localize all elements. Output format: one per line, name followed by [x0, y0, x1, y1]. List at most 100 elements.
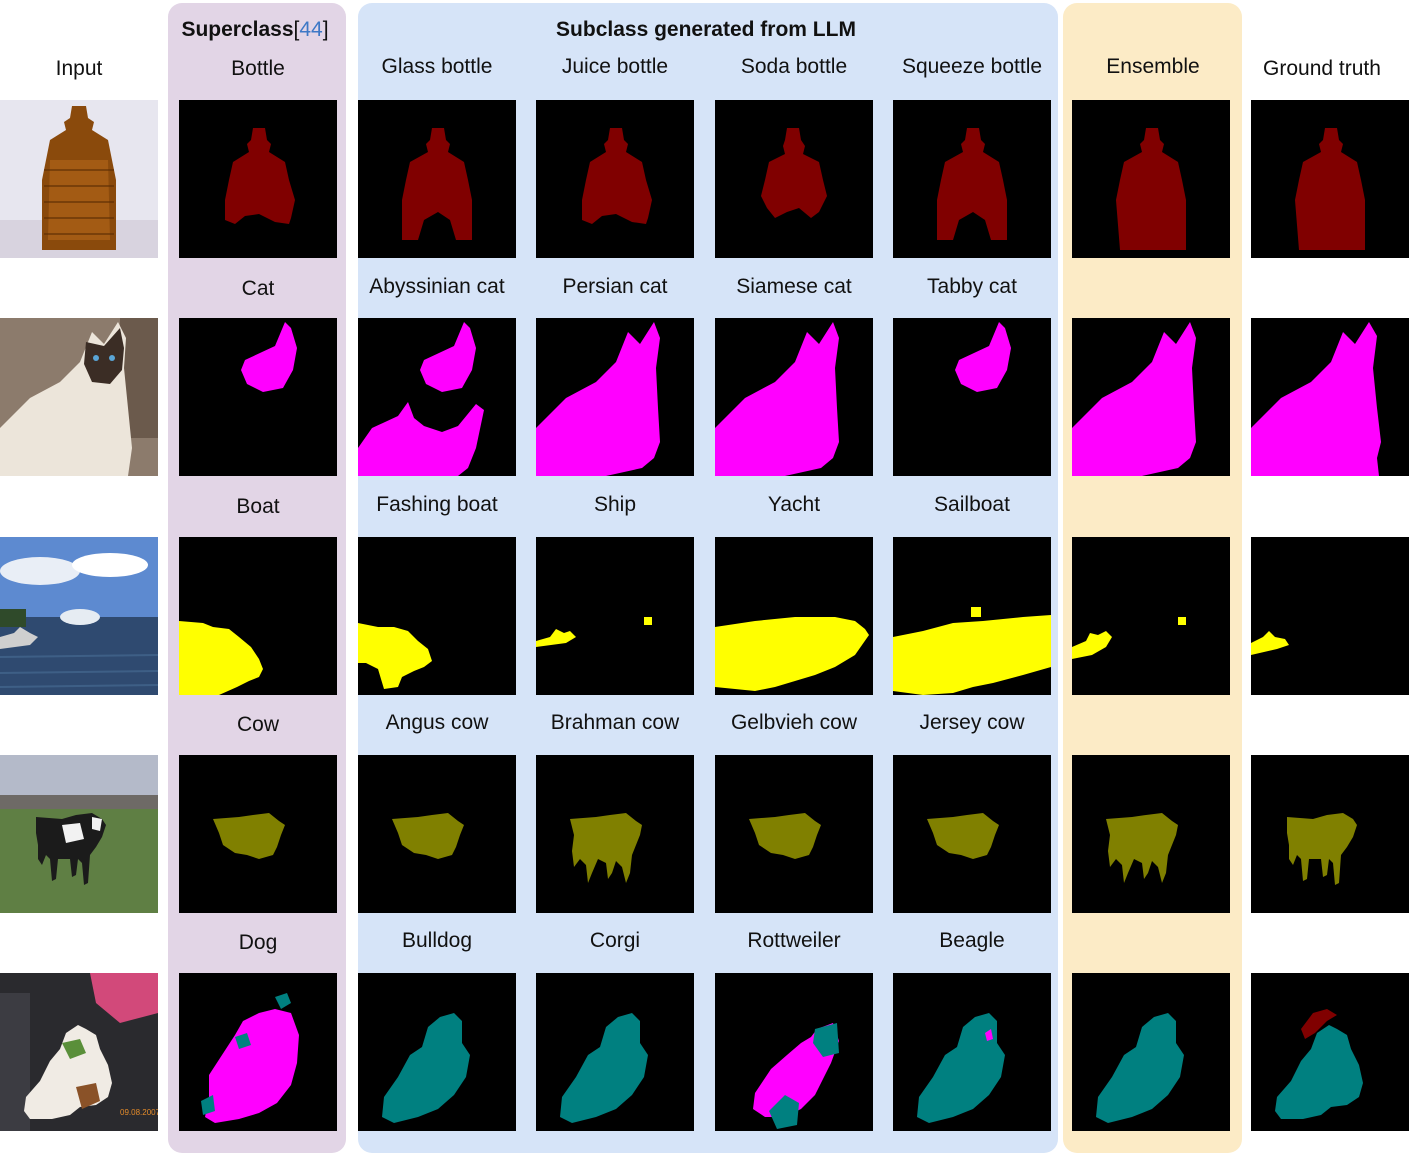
- row-dog-superclass-mask-region-1: [205, 1009, 299, 1123]
- row-cat-subclass-mask-1-region-2: [358, 402, 484, 476]
- row-cat-subclass-mask-3-svg: [715, 322, 839, 476]
- row-bottle-subclass-mask-2: [536, 100, 694, 258]
- row-cow-ground-truth-mask-svg: [1287, 813, 1357, 885]
- row-boat-subclass-label-2: Ship: [593, 493, 637, 516]
- row-cow-subclass-label-4: Jersey cow: [919, 711, 1025, 734]
- row-cat-superclass-mask-svg: [241, 322, 297, 392]
- row-bottle-subclass-mask-4-region-1: [937, 128, 1007, 240]
- row-boat-ground-truth-mask-region-1: [1251, 631, 1289, 655]
- row-bottle-subclass-label-4: Squeeze bottle: [901, 55, 1043, 78]
- row-bottle-ensemble-mask: [1072, 100, 1230, 258]
- row-dog-subclass-mask-2-region-1: [560, 1013, 648, 1123]
- row-cat-superclass-mask-region-1: [241, 322, 297, 392]
- row-cow-subclass-mask-1-svg: [392, 813, 464, 859]
- row-boat-subclass-mask-2-region-1: [536, 629, 576, 647]
- row-bottle-ground-truth-mask-region-1: [1295, 128, 1365, 250]
- row-dog-superclass-mask: [179, 973, 337, 1131]
- row-dog-subclass-label-2: Corgi: [589, 929, 641, 952]
- ground-truth-column-header: Ground truth: [1263, 57, 1381, 80]
- row-cow-input-photo: [0, 755, 158, 913]
- row-boat-ensemble-mask-region-2: [1178, 617, 1186, 625]
- row-cat-subclass-mask-3-region-1: [715, 322, 839, 476]
- row-boat-subclass-mask-4: [893, 537, 1051, 695]
- row-dog-subclass-mask-1-svg: [382, 1013, 470, 1123]
- row-cow-subclass-label-3: Gelbvieh cow: [730, 711, 858, 734]
- row-bottle-subclass-mask-4: [893, 100, 1051, 258]
- row-bottle-input-photo: [0, 100, 158, 258]
- row-cow-superclass-mask: [179, 755, 337, 913]
- row-dog-subclass-mask-2-svg: [560, 1013, 648, 1123]
- row-cow-subclass-mask-1: [358, 755, 516, 913]
- row-bottle-subclass-mask-4-svg: [937, 128, 1007, 240]
- row-boat-superclass-label: Boat: [236, 495, 280, 518]
- svg-text:09.08.2007: 09.08.2007: [120, 1108, 158, 1117]
- row-bottle-ensemble-mask-region-1: [1116, 128, 1186, 250]
- row-boat-superclass-mask-region-1: [179, 621, 263, 695]
- row-boat-ensemble-mask-region-1: [1072, 631, 1112, 659]
- row-bottle-superclass-mask-region-1: [225, 128, 295, 224]
- row-boat-subclass-mask-2-region-2: [644, 617, 652, 625]
- row-boat-subclass-mask-1: [358, 537, 516, 695]
- row-dog-ensemble-mask-svg: [1096, 1013, 1184, 1123]
- row-dog-subclass-mask-4-region-1: [917, 1013, 1005, 1123]
- row-boat-ground-truth-mask-svg: [1251, 631, 1289, 655]
- row-cat-subclass-label-3: Siamese cat: [736, 275, 852, 298]
- subclass-column-header: Subclass generated from LLM: [556, 18, 856, 41]
- row-dog-input-photo: 09.08.2007: [0, 973, 158, 1131]
- row-cow-subclass-mask-4: [893, 755, 1051, 913]
- row-dog-superclass-mask-svg: [201, 993, 299, 1123]
- row-dog-ensemble-mask-region-1: [1096, 1013, 1184, 1123]
- row-cow-ground-truth-mask: [1251, 755, 1409, 913]
- row-boat-ground-truth-mask: [1251, 537, 1409, 695]
- row-dog-subclass-mask-3: [715, 973, 873, 1131]
- row-cat-subclass-mask-3: [715, 318, 873, 476]
- row-bottle-subclass-mask-2-svg: [582, 128, 652, 224]
- row-cat-ensemble-mask-svg: [1072, 322, 1196, 476]
- row-cat-subclass-mask-1-svg: [358, 322, 484, 476]
- row-cow-input-image: [0, 755, 158, 913]
- superclass-citation[interactable]: 44: [299, 18, 323, 41]
- row-cat-ensemble-mask: [1072, 318, 1230, 476]
- row-cat-ground-truth-mask: [1251, 318, 1409, 476]
- row-cat-superclass-label: Cat: [241, 277, 275, 300]
- row-bottle-superclass-label: Bottle: [231, 57, 285, 80]
- row-boat-subclass-label-1: Fashing boat: [376, 493, 498, 516]
- row-cat-subclass-label-4: Tabby cat: [927, 275, 1017, 298]
- row-dog-ground-truth-mask-region-1: [1275, 1025, 1363, 1119]
- row-dog-superclass-label: Dog: [238, 931, 278, 954]
- row-dog-superclass-mask-region-2: [235, 1033, 251, 1049]
- row-cow-ensemble-mask-svg: [1106, 813, 1178, 883]
- row-bottle-ensemble-mask-svg: [1116, 128, 1186, 250]
- row-cow-superclass-mask-region-1: [213, 813, 285, 859]
- row-boat-superclass-mask-svg: [179, 621, 263, 695]
- row-boat-subclass-mask-2: [536, 537, 694, 695]
- row-cat-ensemble-mask-region-1: [1072, 322, 1196, 476]
- row-dog-subclass-mask-4-region-2: [985, 1029, 993, 1041]
- row-cat-subclass-mask-4: [893, 318, 1051, 476]
- row-cow-ground-truth-mask-region-1: [1287, 813, 1357, 885]
- row-dog-subclass-label-4: Beagle: [939, 929, 1005, 952]
- row-bottle-subclass-mask-1-region-1: [402, 128, 472, 240]
- row-bottle-subclass-mask-1: [358, 100, 516, 258]
- row-bottle-ground-truth-mask-svg: [1295, 128, 1365, 250]
- row-cow-subclass-mask-1-region-1: [392, 813, 464, 859]
- row-cat-superclass-mask: [179, 318, 337, 476]
- ensemble-column-header: Ensemble: [1106, 55, 1200, 78]
- row-cow-ensemble-mask-region-1: [1106, 813, 1178, 883]
- row-cat-subclass-mask-1: [358, 318, 516, 476]
- row-dog-ground-truth-mask-svg: [1275, 1009, 1363, 1119]
- row-cow-subclass-mask-2-svg: [570, 813, 642, 883]
- row-bottle-superclass-mask-svg: [225, 128, 295, 224]
- row-dog-superclass-mask-region-3: [275, 993, 291, 1009]
- superclass-column-header: Superclass[44]: [181, 18, 329, 41]
- row-cow-subclass-mask-2: [536, 755, 694, 913]
- row-boat-subclass-mask-3-svg: [715, 617, 869, 691]
- row-boat-subclass-mask-4-region-2: [971, 607, 981, 617]
- row-bottle-subclass-label-3: Soda bottle: [740, 55, 848, 78]
- row-boat-input-photo: [0, 537, 158, 695]
- row-cat-subclass-mask-4-svg: [955, 322, 1011, 392]
- row-boat-subclass-label-4: Sailboat: [934, 493, 1010, 516]
- row-cow-subclass-mask-2-region-1: [570, 813, 642, 883]
- input-column-header: Input: [55, 57, 103, 80]
- row-bottle-subclass-mask-3-region-1: [761, 128, 827, 218]
